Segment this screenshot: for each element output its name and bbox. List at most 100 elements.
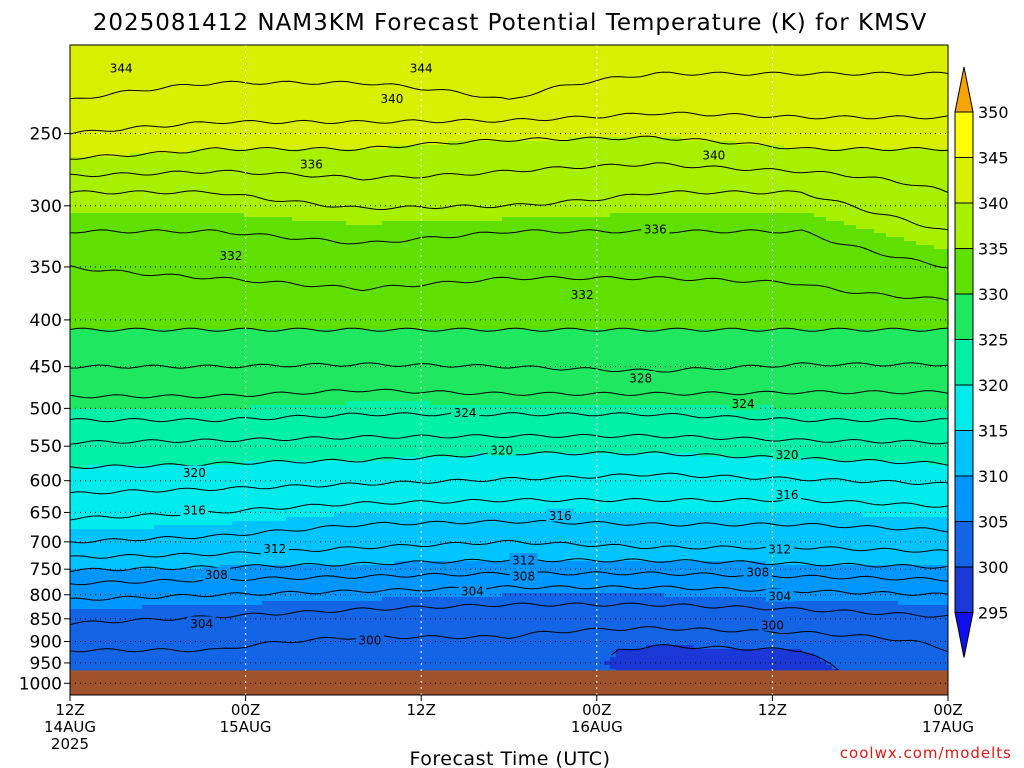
theta-cell <box>100 169 107 174</box>
theta-cell <box>682 81 689 86</box>
theta-cell <box>100 61 107 66</box>
theta-cell <box>340 65 347 70</box>
theta-cell <box>796 177 803 182</box>
theta-cell <box>520 149 527 154</box>
theta-cell <box>880 45 887 50</box>
theta-cell <box>700 77 707 82</box>
theta-cell <box>526 81 533 86</box>
theta-cell <box>430 121 437 126</box>
theta-cell <box>166 157 173 162</box>
theta-cell <box>898 129 905 134</box>
theta-cell <box>556 121 563 126</box>
theta-cell <box>496 61 503 66</box>
theta-cell <box>436 161 443 166</box>
theta-cell <box>568 85 575 90</box>
theta-cell <box>910 101 917 106</box>
theta-cell <box>520 97 527 102</box>
theta-cell <box>808 161 815 166</box>
theta-cell <box>604 93 611 98</box>
theta-cell <box>796 117 803 122</box>
theta-cell <box>532 117 539 122</box>
theta-cell <box>130 97 137 102</box>
theta-cell <box>634 109 641 114</box>
theta-cell <box>868 113 875 118</box>
theta-cell <box>154 113 161 118</box>
theta-cell <box>448 57 455 62</box>
theta-cell <box>298 149 305 154</box>
theta-cell <box>370 125 377 130</box>
theta-cell <box>94 117 101 122</box>
theta-cell <box>916 69 923 74</box>
theta-cell <box>934 165 941 170</box>
theta-cell <box>670 53 677 58</box>
theta-cell <box>946 85 948 90</box>
theta-cell <box>490 133 497 138</box>
theta-cell <box>460 137 467 142</box>
theta-cell <box>688 101 695 106</box>
theta-cell <box>190 89 197 94</box>
theta-cell <box>598 45 605 50</box>
theta-cell <box>688 81 695 86</box>
theta-cell <box>616 101 623 106</box>
theta-cell <box>418 77 425 82</box>
theta-cell <box>928 157 935 162</box>
theta-cell <box>106 53 113 58</box>
theta-cell <box>76 165 83 170</box>
theta-cell <box>94 121 101 126</box>
theta-cell <box>400 57 407 62</box>
theta-cell <box>310 169 317 174</box>
theta-cell <box>640 129 647 134</box>
theta-cell <box>742 49 749 54</box>
theta-cell <box>82 65 89 70</box>
theta-cell <box>196 65 203 70</box>
theta-cell <box>460 53 467 58</box>
theta-cell <box>550 113 557 118</box>
theta-cell <box>250 45 257 50</box>
theta-cell <box>838 161 845 166</box>
theta-cell <box>814 81 821 86</box>
theta-cell <box>724 61 731 66</box>
theta-cell <box>154 117 161 122</box>
theta-cell <box>856 105 863 110</box>
theta-cell <box>268 69 275 74</box>
theta-cell <box>604 61 611 66</box>
theta-cell <box>880 125 887 130</box>
theta-cell <box>154 85 161 90</box>
theta-cell <box>76 57 83 62</box>
theta-cell <box>652 69 659 74</box>
theta-cell <box>94 49 101 54</box>
theta-cell <box>592 125 599 130</box>
theta-cell <box>142 117 149 122</box>
theta-cell <box>814 97 821 102</box>
theta-cell <box>712 141 719 146</box>
theta-cell <box>616 145 623 150</box>
theta-cell <box>430 137 437 142</box>
theta-cell <box>862 109 869 114</box>
theta-cell <box>880 65 887 70</box>
theta-cell <box>454 121 461 126</box>
theta-cell <box>166 89 173 94</box>
theta-cell <box>262 57 269 62</box>
theta-cell <box>670 57 677 62</box>
theta-cell <box>928 109 935 114</box>
theta-cell <box>652 137 659 142</box>
theta-cell <box>652 109 659 114</box>
theta-cell <box>724 121 731 126</box>
theta-cell <box>430 53 437 58</box>
theta-cell <box>124 169 131 174</box>
theta-cell <box>850 109 857 114</box>
theta-cell <box>358 57 365 62</box>
theta-cell <box>286 153 293 158</box>
theta-cell <box>406 145 413 150</box>
theta-cell <box>136 45 143 50</box>
theta-cell <box>394 89 401 94</box>
theta-cell <box>76 153 83 158</box>
theta-cell <box>118 53 125 58</box>
theta-cell <box>514 129 521 134</box>
theta-cell <box>184 53 191 58</box>
theta-cell <box>154 145 161 150</box>
theta-cell <box>556 141 563 146</box>
theta-cell <box>154 137 161 142</box>
theta-cell <box>514 133 521 138</box>
theta-cell <box>178 149 185 154</box>
